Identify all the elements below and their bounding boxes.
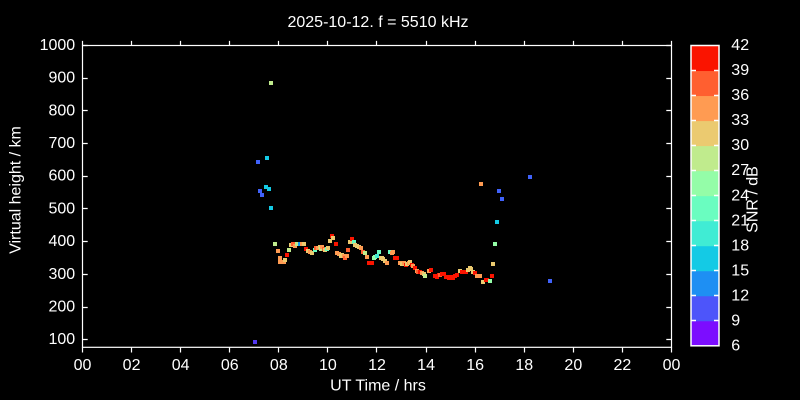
- svg-text:2025-10-12. f = 5510 kHz: 2025-10-12. f = 5510 kHz: [287, 14, 468, 31]
- svg-text:20: 20: [564, 357, 582, 374]
- svg-text:33: 33: [731, 112, 749, 129]
- svg-text:12: 12: [368, 357, 386, 374]
- svg-text:02: 02: [123, 357, 141, 374]
- svg-text:600: 600: [48, 168, 75, 185]
- svg-text:9: 9: [731, 312, 740, 329]
- svg-text:700: 700: [48, 135, 75, 152]
- svg-text:42: 42: [731, 37, 749, 54]
- svg-text:27: 27: [731, 162, 749, 179]
- svg-text:18: 18: [515, 357, 533, 374]
- svg-text:36: 36: [731, 87, 749, 104]
- svg-text:500: 500: [48, 200, 75, 217]
- svg-text:800: 800: [48, 102, 75, 119]
- svg-text:04: 04: [172, 357, 190, 374]
- svg-text:39: 39: [731, 62, 749, 79]
- svg-text:6: 6: [731, 337, 740, 354]
- svg-text:400: 400: [48, 233, 75, 250]
- svg-text:06: 06: [221, 357, 239, 374]
- svg-text:Virtual height / km: Virtual height / km: [8, 126, 25, 254]
- svg-text:18: 18: [731, 237, 749, 254]
- svg-text:1000: 1000: [40, 37, 76, 54]
- svg-text:00: 00: [74, 357, 92, 374]
- svg-text:14: 14: [417, 357, 435, 374]
- svg-text:100: 100: [48, 331, 75, 348]
- svg-text:30: 30: [731, 137, 749, 154]
- svg-text:24: 24: [731, 187, 749, 204]
- svg-text:08: 08: [270, 357, 288, 374]
- svg-text:900: 900: [48, 70, 75, 87]
- svg-text:12: 12: [731, 287, 749, 304]
- svg-text:00: 00: [663, 357, 681, 374]
- svg-text:SNR / dB: SNR / dB: [745, 166, 762, 233]
- svg-text:22: 22: [614, 357, 632, 374]
- svg-text:300: 300: [48, 266, 75, 283]
- svg-text:15: 15: [731, 262, 749, 279]
- svg-text:200: 200: [48, 299, 75, 316]
- svg-text:UT Time / hrs: UT Time / hrs: [330, 378, 426, 395]
- svg-text:10: 10: [319, 357, 337, 374]
- svg-text:21: 21: [731, 212, 749, 229]
- svg-text:16: 16: [466, 357, 484, 374]
